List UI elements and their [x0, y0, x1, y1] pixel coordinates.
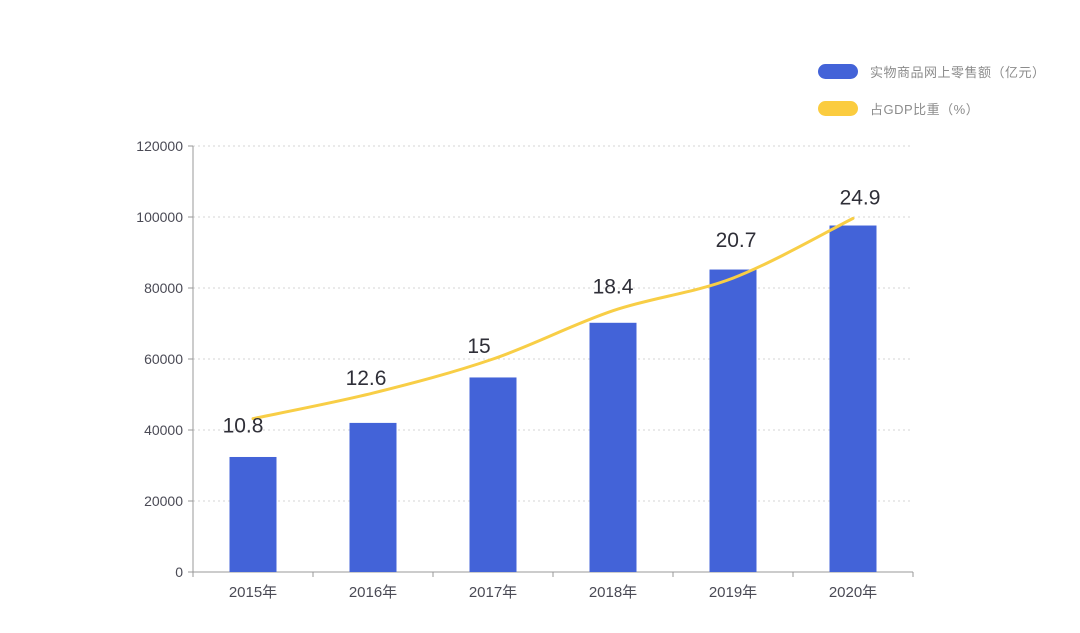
line-value-label: 20.7 — [716, 229, 757, 252]
bar-2016年[interactable] — [349, 422, 397, 572]
legend-item-retail-sales[interactable]: 实物商品网上零售额（亿元） — [818, 64, 1046, 80]
line-value-label: 24.9 — [840, 186, 881, 209]
y-axis-tick-label: 80000 — [144, 280, 183, 296]
x-axis-category-label: 2017年 — [469, 584, 517, 601]
y-axis-tick-label: 0 — [175, 564, 183, 580]
y-axis-tick-label: 120000 — [136, 138, 183, 154]
legend-item-gdp-share[interactable]: 占GDP比重（%） — [818, 101, 1046, 117]
x-axis-category-label: 2016年 — [349, 584, 397, 601]
line-value-label: 10.8 — [223, 415, 264, 438]
x-axis-category-label: 2015年 — [229, 584, 277, 601]
x-axis-category-label: 2019年 — [709, 584, 757, 601]
y-axis-tick-label: 20000 — [144, 493, 183, 509]
y-axis-tick-label: 100000 — [136, 209, 183, 225]
y-axis-tick-label: 60000 — [144, 351, 183, 367]
bar-2015年[interactable] — [229, 456, 277, 572]
chart-legend: 实物商品网上零售额（亿元） 占GDP比重（%） — [818, 64, 1046, 117]
gdp-share-line[interactable] — [251, 216, 855, 421]
legend-swatch-bar-series[interactable] — [818, 64, 858, 79]
x-axis-category-label: 2020年 — [829, 584, 877, 601]
legend-swatch-line-series[interactable] — [818, 101, 858, 116]
line-value-label: 15 — [467, 335, 490, 358]
bar-2017年[interactable] — [469, 377, 517, 572]
y-axis-tick-label: 40000 — [144, 422, 183, 438]
legend-label-bar-series[interactable]: 实物商品网上零售额（亿元） — [870, 65, 1046, 80]
legend-label-line-series[interactable]: 占GDP比重（%） — [870, 102, 980, 117]
line-value-label: 12.6 — [346, 367, 387, 390]
x-axis-category-label: 2018年 — [589, 584, 637, 601]
bar-2019年[interactable] — [709, 269, 757, 572]
bar-2020年[interactable] — [829, 225, 877, 572]
bar-2018年[interactable] — [589, 322, 637, 572]
line-value-label: 18.4 — [593, 276, 634, 299]
